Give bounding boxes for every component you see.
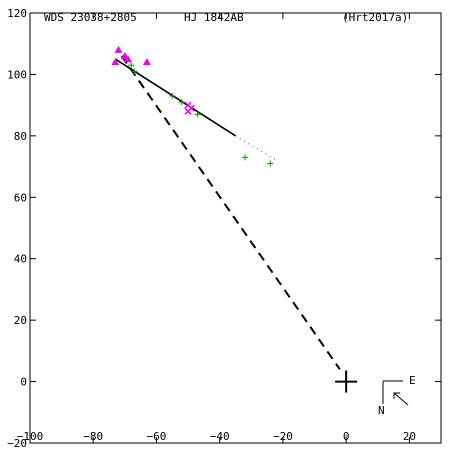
x-tick-label: −80 [83,430,103,443]
x-tick-label: −60 [147,430,167,443]
speckle-cross-b [184,107,192,115]
x-tick-label: −20 [273,430,293,443]
compass: E N [378,374,416,417]
speckle-triangle [111,58,120,66]
micrometer-point [267,160,274,167]
header-ref: (Hrt2017a) [342,11,408,24]
y-axis-ticks: −20 0 20 40 60 80 100 120 [7,7,441,450]
micrometer-point [194,111,201,118]
chart-marks [111,45,358,393]
x-axis-ticks: −100 −80 −60 −40 −20 0 20 [17,13,416,443]
header-pair: HJ 1842AB [184,11,244,24]
compass-east-label: E [409,374,416,387]
speckle-triangle [142,58,151,66]
x-tick-label: 0 [343,430,350,443]
y-tick-label: 0 [20,376,27,389]
micrometer-point [128,62,135,69]
y-tick-label: 40 [14,253,27,266]
micrometer-point [178,99,185,106]
compass-arrow-head [393,392,400,399]
y-tick-label: 20 [14,314,27,327]
compass-arrow-shaft [393,392,409,406]
micrometer-point [131,68,138,75]
dotted-extension [235,135,277,161]
y-tick-label: 100 [7,68,27,81]
micrometer-point [169,92,176,99]
micrometer-point [241,154,248,161]
y-tick-label: 60 [14,191,27,204]
line-to-primary [120,55,341,370]
header-wds: WDS 23038+2805 [44,11,137,24]
orbit-segment [114,58,236,137]
y-tick-label: 120 [7,7,27,20]
speckle-cross [184,107,192,115]
speckle-triangle [114,45,123,53]
y-tick-label: 80 [14,130,27,143]
speckle-triangle [124,55,133,63]
x-tick-label: −100 [17,430,44,443]
plot-frame [29,12,442,444]
speckle-cross-b [184,101,192,109]
x-tick-label: −40 [210,430,230,443]
x-tick-label: 20 [403,430,416,443]
compass-north-label: N [378,404,385,417]
y-tick-label: −20 [7,437,27,450]
